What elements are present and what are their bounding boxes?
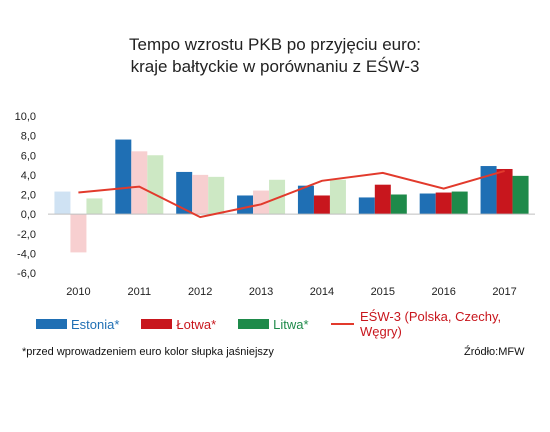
legend-item-lotwa: Łotwa* (141, 317, 216, 332)
bar-litwa-2011 (147, 155, 164, 215)
x-tick-label: 2012 (188, 286, 212, 298)
legend-item-litwa: Litwa* (238, 316, 309, 332)
x-tick-label: 2013 (249, 286, 273, 298)
bar-litwa-2013 (269, 179, 286, 215)
y-tick-label: 0,0 (21, 209, 36, 221)
bar-otwa-2013 (253, 190, 270, 215)
x-tick-label: 2017 (492, 286, 516, 298)
legend-label-lotwa: Łotwa* (176, 316, 217, 332)
legend-item-esw3: EŚW-3 (Polska, Czechy, Węgry) (330, 309, 528, 339)
y-tick-label: 2,0 (21, 190, 36, 202)
legend-swatch-esw3 (330, 323, 354, 325)
bar-otwa-2012 (192, 174, 209, 215)
bar-litwa-2014 (329, 179, 346, 215)
bar-estonia-2014 (297, 185, 314, 215)
bar-litwa-2015 (390, 194, 407, 215)
chart-title: Tempo wzrostu PKB po przyjęciu euro: (129, 35, 421, 54)
bar-estonia-2017 (480, 166, 497, 215)
bar-otwa-2010 (70, 214, 87, 253)
bar-otwa-2016 (435, 192, 452, 215)
bar-estonia-2011 (115, 139, 132, 215)
legend: Estonia* Łotwa* Litwa* EŚW-3 (Polska, Cz… (36, 309, 550, 339)
y-tick-label: 8,0 (21, 131, 36, 143)
x-tick-label: 2014 (310, 286, 334, 298)
bar-estonia-2010 (54, 191, 71, 215)
bar-chart: 10,0 8,0 6,0 4,0 2,0 0,0 -2,0 -4,0 -6,0 2010 2011 2… (15, 111, 535, 298)
y-tick-label: 6,0 (21, 150, 36, 162)
bar-otwa-2011 (131, 151, 148, 215)
legend-item-estonia: Estonia* (36, 317, 119, 332)
x-tick-label: 2010 (66, 286, 90, 298)
bar-estonia-2016 (419, 193, 436, 215)
source-note: Źródło:MFW (464, 346, 525, 358)
legend-label-estonia: Estonia* (71, 316, 120, 332)
bar-litwa-2012 (208, 176, 225, 215)
bar-estonia-2015 (358, 197, 375, 215)
y-tick-label: -6,0 (17, 268, 36, 280)
legend-swatch-litwa (238, 319, 270, 329)
bar-estonia-2013 (237, 195, 254, 215)
legend-label-litwa: Litwa* (273, 316, 309, 332)
legend-label-esw3: EŚW-3 (Polska, Czechy, Węgry) (360, 309, 502, 339)
bar-otwa-2015 (374, 184, 391, 215)
legend-swatch-estonia (36, 319, 67, 329)
bar-otwa-2017 (496, 168, 513, 215)
chart-subtitle: kraje bałtyckie w porównaniu z EŚW-3 (130, 57, 420, 76)
y-tick-label: 10,0 (15, 111, 36, 123)
y-tick-label: 4,0 (21, 170, 36, 182)
bar-estonia-2012 (176, 171, 193, 215)
y-tick-label: -2,0 (17, 229, 36, 241)
y-tick-label: -4,0 (17, 248, 36, 260)
series-line-esw3 (78, 169, 505, 219)
bar-litwa-2017 (512, 175, 529, 215)
x-tick-label: 2016 (431, 286, 455, 298)
bar-litwa-2016 (451, 191, 468, 215)
legend-swatch-lotwa (141, 319, 173, 329)
x-tick-label: 2015 (371, 286, 395, 298)
x-tick-label: 2011 (127, 286, 151, 298)
footnote: *przed wprowadzeniem euro kolor słupka j… (22, 346, 274, 358)
bar-litwa-2010 (86, 198, 103, 215)
bar-otwa-2014 (313, 195, 330, 215)
